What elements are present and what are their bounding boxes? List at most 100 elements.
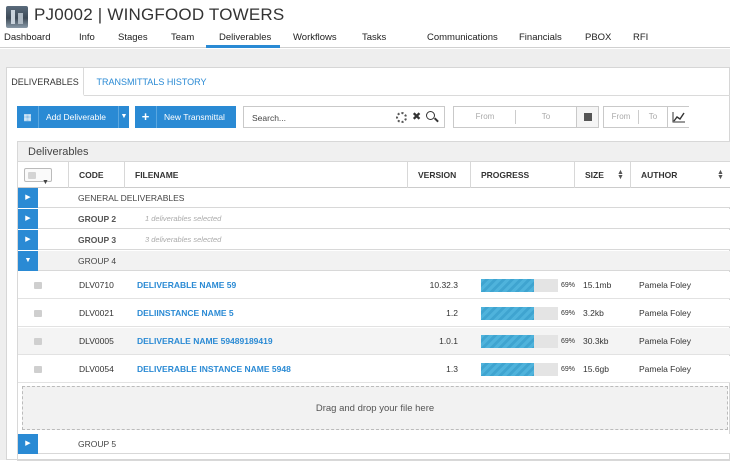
search-input[interactable]	[252, 111, 382, 124]
date-to-field[interactable]: To	[541, 112, 551, 121]
group-row-2[interactable]: ▶ GROUP 2 1 deliverables selected	[18, 209, 730, 229]
date-from-field[interactable]: From	[475, 112, 495, 121]
progress-fill	[481, 307, 535, 320]
new-transmittal-button[interactable]: + New Transmittal	[135, 106, 236, 128]
row-size: 15.1mb	[583, 280, 612, 290]
date-range-filter-2: From To	[603, 106, 689, 128]
expand-arrow-icon[interactable]: ▶	[18, 209, 38, 229]
row-version: 1.3	[446, 364, 458, 374]
collapse-arrow-icon[interactable]: ▼	[18, 251, 38, 271]
nav-pbox[interactable]: PBOX	[585, 32, 612, 43]
row-checkbox[interactable]	[34, 310, 42, 317]
tab-deliverables[interactable]: DELIVERABLES	[7, 68, 84, 96]
project-logo-icon	[6, 6, 28, 28]
grid-header: ▼ CODE FILENAME VERSION PROGRESS SIZE ▲ ▼…	[18, 162, 730, 188]
group-selection-note: 3 deliverables selected	[145, 235, 222, 244]
expand-arrow-icon[interactable]: ▶	[18, 188, 38, 208]
group-name: GROUP 4	[78, 256, 117, 266]
calendar-icon[interactable]	[576, 107, 598, 127]
column-filename[interactable]: FILENAME	[125, 162, 408, 188]
group-row-general[interactable]: ▶ GENERAL DELIVERABLES	[18, 188, 730, 208]
column-progress[interactable]: PROGRESS	[471, 162, 575, 188]
table-row[interactable]: DLV0710 DELIVERABLE NAME 59 10.32.3 69% …	[18, 272, 730, 299]
group-row-4[interactable]: ▼ GROUP 4	[18, 251, 730, 271]
progress-fill	[481, 363, 535, 376]
column-size[interactable]: SIZE ▲ ▼	[575, 162, 631, 188]
nav-rfi[interactable]: RFI	[633, 32, 649, 43]
tab-transmittals-history[interactable]: TRANSMITTALS HISTORY	[96, 77, 207, 87]
select-all-checkbox[interactable]	[28, 172, 36, 179]
nav-tasks[interactable]: Tasks	[362, 32, 387, 43]
spinner-icon	[396, 112, 407, 123]
select-all-control[interactable]: ▼	[24, 168, 52, 186]
deliverables-panel: DELIVERABLES TRANSMITTALS HISTORY ▦ Add …	[6, 67, 730, 461]
row-filename-link[interactable]: DELIVERABLE INSTANCE NAME 5948	[137, 364, 291, 374]
progress-bar	[481, 307, 558, 320]
row-checkbox[interactable]	[34, 282, 42, 289]
date-from-field-2[interactable]: From	[611, 112, 631, 121]
active-nav-indicator	[206, 45, 280, 48]
date-to-field-2[interactable]: To	[648, 112, 658, 121]
chevron-down-icon[interactable]: ▼	[42, 179, 49, 186]
row-filename-link[interactable]: DELIVERABLE NAME 59	[137, 280, 237, 290]
row-size: 30.3kb	[583, 336, 609, 346]
select-column-header: ▼	[18, 162, 69, 188]
nav-team[interactable]: Team	[171, 32, 195, 43]
row-filename-link[interactable]: DELIVERALE NAME 59489189419	[137, 336, 273, 346]
date-separator-2	[638, 110, 639, 124]
group-name: GENERAL DELIVERABLES	[78, 193, 185, 203]
expand-arrow-icon[interactable]: ▶	[18, 230, 38, 250]
row-version: 1.0.1	[439, 336, 458, 346]
row-code: DLV0054	[79, 364, 114, 374]
document-plus-icon: ▦	[17, 106, 39, 128]
row-author: Pamela Foley	[639, 280, 691, 290]
nav-deliverables[interactable]: Deliverables	[219, 32, 272, 43]
search-box: ✖	[243, 106, 445, 128]
magnifier-icon[interactable]	[426, 111, 435, 120]
progress-fill	[481, 279, 535, 292]
line-chart-icon[interactable]	[667, 107, 689, 127]
sort-icon[interactable]: ▲ ▼	[617, 169, 624, 181]
progress-fill	[481, 335, 535, 348]
nav-stages[interactable]: Stages	[118, 32, 148, 43]
group-name: GROUP 2	[78, 214, 117, 224]
nav-info[interactable]: Info	[79, 32, 95, 43]
group-selection-note: 1 deliverables selected	[145, 214, 222, 223]
nav-financials[interactable]: Financials	[519, 32, 562, 43]
column-code[interactable]: CODE	[69, 162, 125, 188]
row-filename-link[interactable]: DELIINSTANCE NAME 5	[137, 308, 234, 318]
close-icon[interactable]: ✖	[412, 111, 422, 123]
nav-communications[interactable]: Communications	[427, 32, 498, 43]
column-author-label: AUTHOR	[641, 170, 678, 180]
progress-percent: 69%	[561, 366, 576, 373]
progress-bar	[481, 279, 558, 292]
add-deliverable-button[interactable]: ▦ Add Deliverable	[17, 106, 118, 128]
table-row[interactable]: DLV0054 DELIVERABLE INSTANCE NAME 5948 1…	[18, 356, 730, 383]
table-row[interactable]: DLV0021 DELIINSTANCE NAME 5 1.2 69% 3.2k…	[18, 300, 730, 327]
row-checkbox[interactable]	[34, 338, 42, 345]
row-size: 15.6gb	[583, 364, 609, 374]
column-version[interactable]: VERSION	[408, 162, 471, 188]
sort-icon[interactable]: ▲ ▼	[717, 169, 724, 181]
group-row-5[interactable]: ▶ GROUP 5	[18, 434, 730, 454]
nav-dashboard[interactable]: Dashboard	[4, 32, 51, 43]
main-nav: Dashboard Info Stages Team Deliverables …	[0, 30, 730, 48]
row-author: Pamela Foley	[639, 336, 691, 346]
progress-percent: 69%	[561, 282, 576, 289]
deliverables-grid: Deliverables ▼ CODE FILENAME VERSION PRO…	[17, 141, 730, 461]
tab-bar: DELIVERABLES TRANSMITTALS HISTORY	[7, 68, 730, 96]
row-checkbox[interactable]	[34, 366, 42, 373]
add-deliverable-dropdown[interactable]: ▼	[118, 106, 129, 128]
nav-workflows[interactable]: Workflows	[293, 32, 337, 43]
progress-bar	[481, 335, 558, 348]
row-size: 3.2kb	[583, 308, 604, 318]
row-code: DLV0005	[79, 336, 114, 346]
plus-icon: +	[135, 106, 157, 128]
group-row-3[interactable]: ▶ GROUP 3 3 deliverables selected	[18, 230, 730, 250]
table-row[interactable]: DLV0005 DELIVERALE NAME 59489189419 1.0.…	[18, 328, 730, 355]
column-author[interactable]: AUTHOR ▲ ▼	[631, 162, 730, 188]
grid-title: Deliverables	[18, 142, 730, 162]
group-name: GROUP 5	[78, 439, 117, 449]
expand-arrow-icon[interactable]: ▶	[18, 434, 38, 454]
file-dropzone[interactable]: Drag and drop your file here	[22, 386, 728, 430]
